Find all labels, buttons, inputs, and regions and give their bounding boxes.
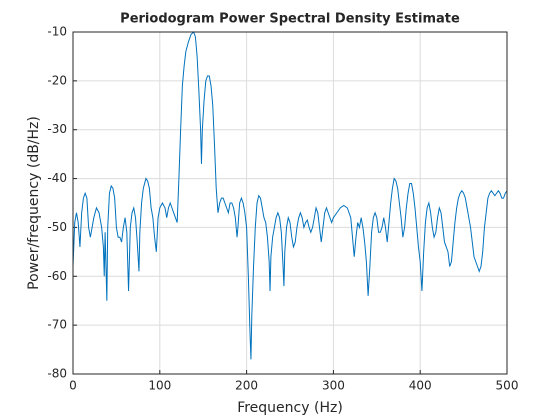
x-tick-label: 300 [322, 379, 345, 393]
y-tick-label: -30 [47, 122, 67, 136]
y-axis-label: Power/frequency (dB/Hz) [26, 116, 42, 290]
chart-title: Periodogram Power Spectral Density Estim… [120, 12, 460, 27]
x-tick-label: 400 [409, 379, 432, 393]
y-tick-label: -60 [47, 269, 67, 283]
x-tick-label: 100 [148, 379, 171, 393]
y-tick-label: -10 [47, 25, 67, 39]
y-tick-label: -70 [47, 318, 67, 332]
x-tick-label: 200 [235, 379, 258, 393]
axes-box [72, 31, 508, 375]
line-series [72, 31, 508, 360]
y-tick-label: -50 [47, 220, 67, 234]
x-tick-label: 0 [69, 379, 77, 393]
y-tick-label: -40 [47, 171, 67, 185]
x-tick-label: 500 [496, 379, 519, 393]
x-axis-label: Frequency (Hz) [237, 400, 343, 416]
y-tick-label: -80 [47, 367, 67, 381]
y-tick-label: -20 [47, 73, 67, 87]
